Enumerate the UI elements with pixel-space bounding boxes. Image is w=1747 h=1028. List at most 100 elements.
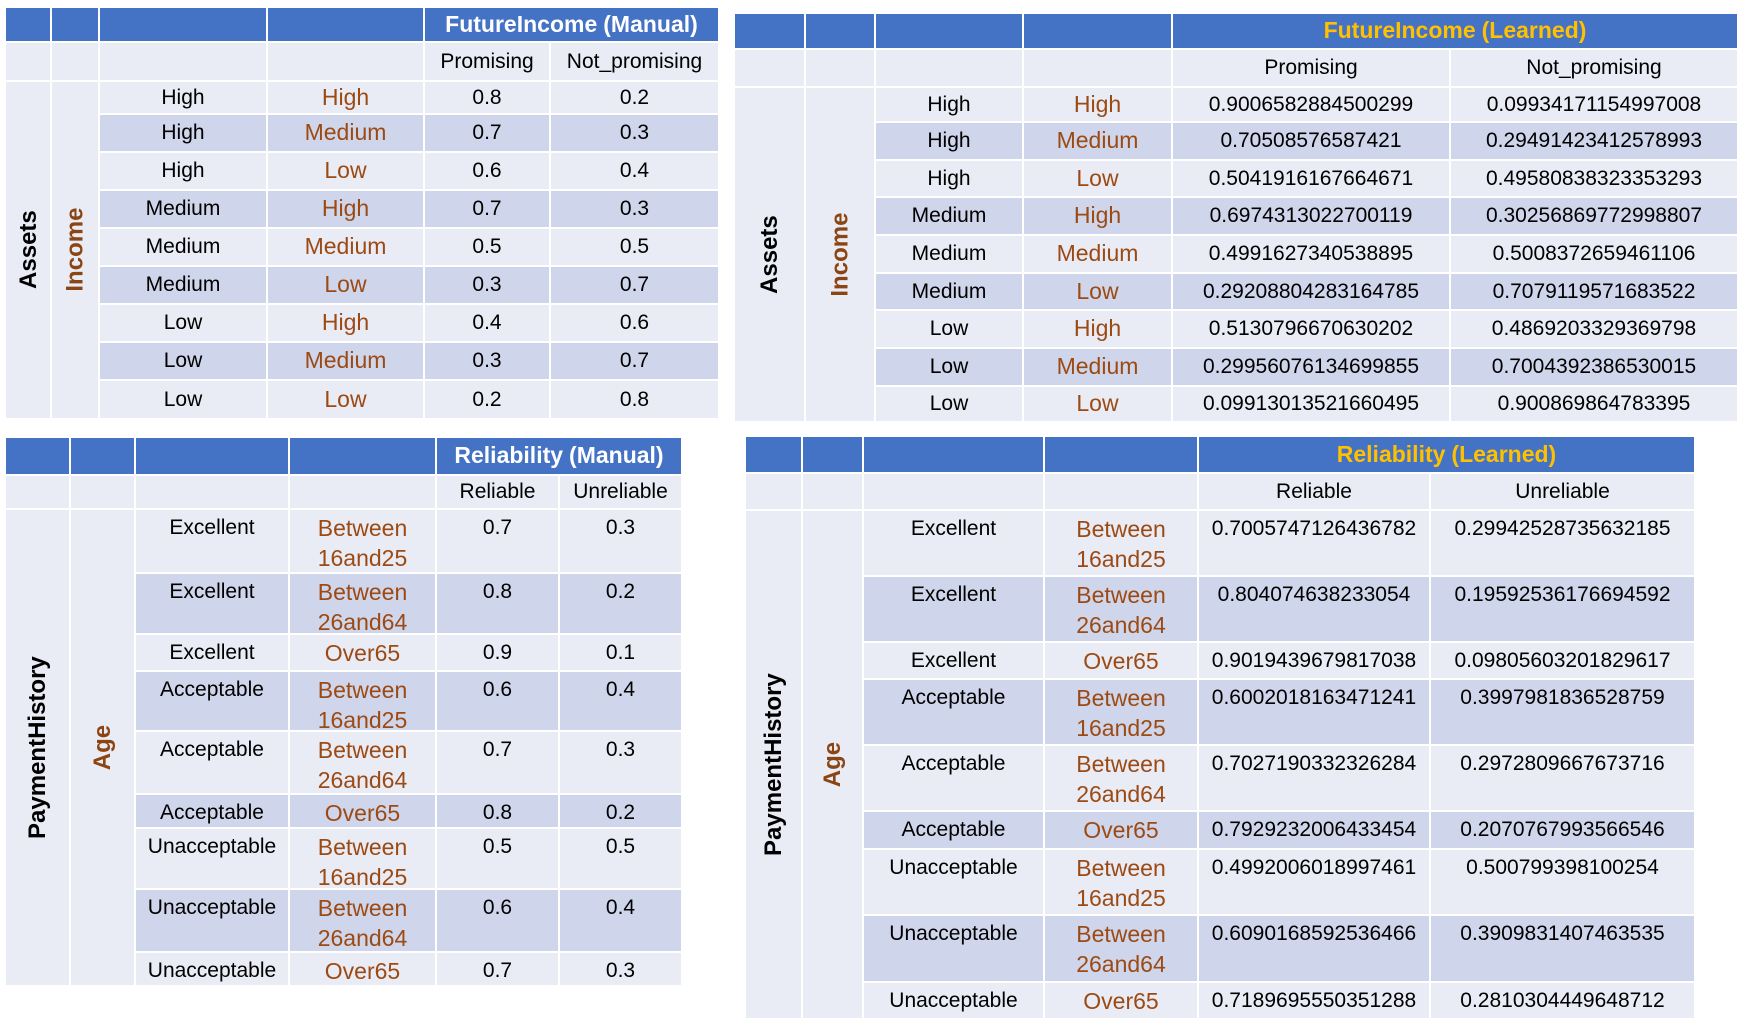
row-parent1-state: Acceptable <box>136 795 290 829</box>
row-parent2-state-line: 16and25 <box>317 544 408 571</box>
row-parent1-state: Acceptable <box>864 680 1045 746</box>
row-parent2-state-line: Between <box>317 677 408 703</box>
header-blank-cell <box>71 438 136 476</box>
row-parent2-state-line: 26and64 <box>1076 950 1166 977</box>
header-blank-cell <box>746 437 803 474</box>
row-parent2-state: Low <box>1024 274 1173 311</box>
row-parent2-state-line: 26and64 <box>317 608 408 635</box>
row-prob-not_promising: 0.3 <box>551 115 720 153</box>
row-prob-not_promising: 0.7004392386530015 <box>1451 349 1739 387</box>
row-prob-reliable: 0.7929232006433454 <box>1199 812 1431 850</box>
row-parent1-state: Medium <box>876 274 1024 311</box>
header-blank-cell <box>6 8 52 43</box>
row-parent2-state-line: Between <box>317 834 408 860</box>
row-parent1-state: Excellent <box>136 574 290 635</box>
subheader-blank-cell <box>864 474 1045 511</box>
row-parent2-state-line: 26and64 <box>1076 780 1166 807</box>
row-parent1-state: Acceptable <box>864 746 1045 812</box>
row-parent2-state: Medium <box>268 229 425 267</box>
row-parent2-state: Between 16and25 <box>1045 850 1199 916</box>
row-prob-reliable: 0.7027190332326284 <box>1199 746 1431 812</box>
parent2-label: Income <box>52 82 100 420</box>
row-prob-promising: 0.7 <box>425 191 551 229</box>
row-parent2-state-line: Between <box>317 737 408 763</box>
parent1-label: PaymentHistory <box>6 510 71 987</box>
row-parent2-state: Low <box>268 381 425 420</box>
parent1-label-text: PaymentHistory <box>759 673 787 856</box>
row-prob-not_promising: 0.7 <box>551 267 720 305</box>
header-blank-cell <box>876 14 1024 50</box>
parent2-label: Age <box>803 511 864 1020</box>
parent1-label: PaymentHistory <box>746 511 803 1020</box>
subheader-blank-cell <box>52 43 100 82</box>
row-parent2-state: Medium <box>1024 123 1173 161</box>
row-parent2-state-line: 16and25 <box>1076 545 1166 572</box>
subheader-blank-cell <box>1024 50 1173 88</box>
row-parent2-state-line: Between <box>317 579 408 605</box>
row-prob-unreliable: 0.4 <box>560 672 683 732</box>
parent1-label-text: Assets <box>14 210 42 290</box>
subheader-blank-cell <box>803 474 864 511</box>
table-title: FutureIncome (Learned) <box>1173 14 1739 50</box>
row-parent1-state: Acceptable <box>136 672 290 732</box>
row-parent1-state: Excellent <box>864 643 1045 680</box>
subheader-blank-cell <box>100 43 268 82</box>
row-parent1-state: High <box>876 161 1024 198</box>
future-income-learned-table: FutureIncome (Learned) Promising Not_promis… <box>735 14 1739 424</box>
row-prob-unreliable: 0.3 <box>560 510 683 574</box>
row-prob-not_promising: 0.29491423412578993 <box>1451 123 1739 161</box>
row-parent2-state: Between 16and25 <box>1045 680 1199 746</box>
row-prob-promising: 0.4991627340538895 <box>1173 236 1451 274</box>
header-blank-cell <box>6 438 71 476</box>
parent2-label-text: Income <box>826 212 854 297</box>
row-parent2-state: Medium <box>268 115 425 153</box>
header-blank-cell <box>803 437 864 474</box>
subheader-blank-cell <box>6 476 71 510</box>
parent1-label: Assets <box>6 82 52 420</box>
row-prob-unreliable: 0.19592536176694592 <box>1431 577 1696 643</box>
row-prob-reliable: 0.7 <box>437 510 560 574</box>
row-parent2-state: High <box>1024 88 1173 123</box>
row-parent1-state: Low <box>100 305 268 343</box>
header-blank-cell <box>864 437 1045 474</box>
header-blank-cell <box>136 438 290 476</box>
row-parent2-state-line: Over65 <box>1083 988 1159 1014</box>
row-parent2-state: Between 26and64 <box>290 890 437 953</box>
row-parent2-state: Between 16and25 <box>1045 511 1199 577</box>
row-parent2-state-line: Between <box>1076 516 1166 542</box>
row-parent2-state-line: Over65 <box>1083 817 1159 843</box>
row-parent2-state: Medium <box>1024 236 1173 274</box>
row-parent1-state: Excellent <box>864 577 1045 643</box>
header-blank-cell <box>1045 437 1199 474</box>
row-prob-promising: 0.8 <box>425 82 551 115</box>
row-parent1-state: Unacceptable <box>136 953 290 987</box>
row-parent2-state: Between 16and25 <box>290 510 437 574</box>
subheader-blank-cell <box>136 476 290 510</box>
row-parent2-state: Over65 <box>290 953 437 987</box>
column-header-promising: Promising <box>1173 50 1451 88</box>
row-prob-unreliable: 0.2 <box>560 795 683 829</box>
column-header-reliable: Reliable <box>1199 474 1431 511</box>
row-prob-not_promising: 0.7079119571683522 <box>1451 274 1739 311</box>
row-parent1-state: Unacceptable <box>136 890 290 953</box>
row-prob-unreliable: 0.09805603201829617 <box>1431 643 1696 680</box>
table-title: Reliability (Manual) <box>437 438 683 476</box>
row-prob-unreliable: 0.2 <box>560 574 683 635</box>
row-parent2-state: Between 26and64 <box>1045 916 1199 983</box>
row-parent1-state: Medium <box>876 236 1024 274</box>
row-parent2-state: Over65 <box>1045 812 1199 850</box>
row-parent2-state: Between 16and25 <box>290 672 437 733</box>
row-prob-reliable: 0.7189695550351288 <box>1199 983 1431 1020</box>
row-prob-unreliable: 0.2810304449648712 <box>1431 983 1696 1020</box>
row-prob-not_promising: 0.30256869772998807 <box>1451 198 1739 236</box>
row-prob-reliable: 0.7005747126436782 <box>1199 511 1431 577</box>
row-parent1-state: Excellent <box>136 635 290 672</box>
row-parent1-state: High <box>100 82 268 115</box>
row-prob-not_promising: 0.900869864783395 <box>1451 387 1739 423</box>
row-parent2-state: Low <box>1024 161 1173 198</box>
header-blank-cell <box>100 8 268 43</box>
row-prob-reliable: 0.9 <box>437 635 560 672</box>
subheader-blank-cell <box>1045 474 1199 511</box>
row-prob-promising: 0.29208804283164785 <box>1173 274 1451 311</box>
row-parent2-state: Over65 <box>290 795 437 829</box>
